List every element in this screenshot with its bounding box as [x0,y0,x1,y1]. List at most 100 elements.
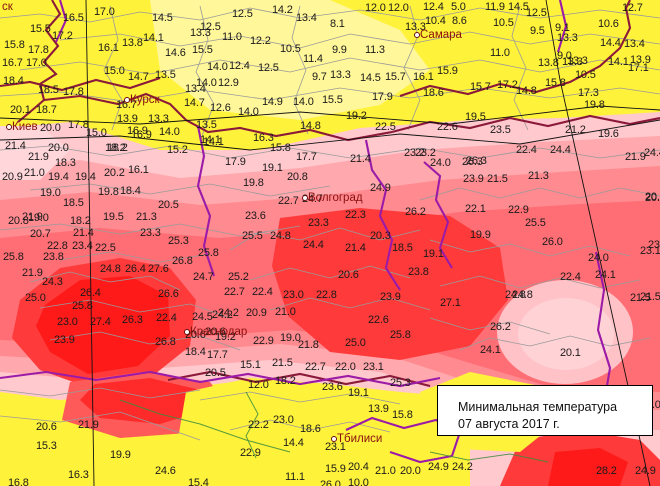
station-value: 22.0 [335,361,356,373]
station-value: 19.8 [98,186,119,198]
station-value: 19.5 [465,111,486,123]
station-value: 23.0 [57,316,78,328]
station-value: 17.7 [207,349,228,361]
station-value: 13.5 [196,119,217,131]
station-value: 12.6 [210,102,231,114]
city-marker-dot [6,124,12,130]
station-value: 21.9 [22,267,43,279]
station-value: 15.3 [36,440,57,452]
station-value: 14.0 [196,77,217,89]
station-value: 24.2 [218,307,239,319]
city-marker-dot [184,329,190,335]
station-value: 11.4 [303,53,323,65]
station-value: 21.2 [565,124,586,136]
station-value: 18.5 [38,84,59,96]
station-value: 14.1 [203,136,224,148]
station-value: 9.0 [557,50,572,62]
station-value: 18.4 [3,75,24,87]
station-value: 21.5 [630,292,651,304]
administrative-borders [0,5,660,441]
station-value: 22.9 [253,335,274,347]
station-value: 12.5 [526,7,547,19]
station-value: 20.5 [158,199,179,211]
city-marker-dot [331,436,337,442]
station-value: 17.2 [52,30,73,42]
station-value: 16.9 [131,129,152,141]
station-value: 16.1 [413,71,434,83]
city-label: Самара [420,29,462,41]
station-value: 8.1 [330,18,345,30]
station-value: 12.5 [232,8,253,20]
station-value: 21.8 [298,339,319,351]
station-value: 25.5 [525,217,546,229]
station-value: 24.8 [505,289,526,301]
station-value: 22.4 [156,312,177,324]
station-value: 20.6 [36,421,57,433]
station-value: 14.5 [360,72,381,84]
station-value: 15.2 [167,144,188,156]
station-value: 21.4 [345,242,366,254]
station-value: 13.4 [185,83,206,95]
station-value: 27.1 [440,297,461,309]
station-value: 19.8 [584,99,605,111]
station-value: 25.8 [3,251,24,263]
city-label: Краснодар [190,326,248,338]
station-value: 16.5 [63,12,84,24]
station-value: 23.5 [490,124,511,136]
station-value: 22.8 [47,240,68,252]
station-value: 22.9 [508,204,529,216]
city-label: Курск [130,94,160,106]
yellow-lobe-southwest [0,422,180,486]
station-value: 15.8 [4,39,25,51]
station-value: 13.3 [190,27,211,39]
station-value: 14.2 [272,4,293,16]
station-value: 18.2 [105,142,126,154]
station-value: 17.0 [26,57,47,69]
station-value: 13.9 [117,113,138,125]
station-value: 18.2 [70,215,91,227]
station-value: 23.4 [72,240,93,252]
station-value: 21.4 [5,140,26,152]
station-value: 12.2 [250,35,271,47]
station-value: 21.0 [24,167,45,179]
station-value: 23.3 [140,227,161,239]
station-value: 20.4 [348,461,369,473]
station-value: 18.6 [300,423,321,435]
station-value: 10.0 [348,477,369,486]
station-value: 10.5 [575,69,596,81]
station-value: 20.0 [48,142,69,154]
station-value: 17.1 [628,62,649,74]
city-marker-dot [124,97,130,103]
station-value: 19.4 [48,171,69,183]
station-value: 17.8 [28,44,49,56]
station-value: 14.0 [238,106,259,118]
station-value: 20.6 [338,269,359,281]
station-value: 18.2 [107,142,128,154]
station-value: 9.9 [332,44,347,56]
station-value: 26.2 [490,321,511,333]
station-value: 23.9 [380,291,401,303]
station-value: 13.5 [155,69,176,81]
station-value: 21.3 [528,170,549,182]
station-value: 23.1 [325,441,346,453]
station-value: 17.0 [94,6,115,18]
station-value: 18.4 [120,185,141,197]
station-value: 19.2 [346,110,367,122]
station-value: 24.1 [595,269,616,281]
station-value: 14.4 [600,37,621,49]
station-value: 21.9 [625,151,646,163]
station-value: 23.8 [408,266,429,278]
station-value: 23.8 [43,251,64,263]
station-value: 26.0 [542,236,563,248]
station-value: 26.3 [466,155,487,167]
station-value: 17.7 [296,151,317,163]
station-value: 16.1 [128,164,149,176]
temp-band-cream [150,0,430,120]
station-value: 20.9 [246,307,267,319]
station-value: 22.9 [240,447,261,459]
station-value: 12.5 [200,21,221,33]
station-value: 18.2 [275,375,296,387]
station-value: 14.1 [143,32,164,44]
station-value: 14.9 [262,96,283,108]
station-value: 25.5 [242,230,263,242]
